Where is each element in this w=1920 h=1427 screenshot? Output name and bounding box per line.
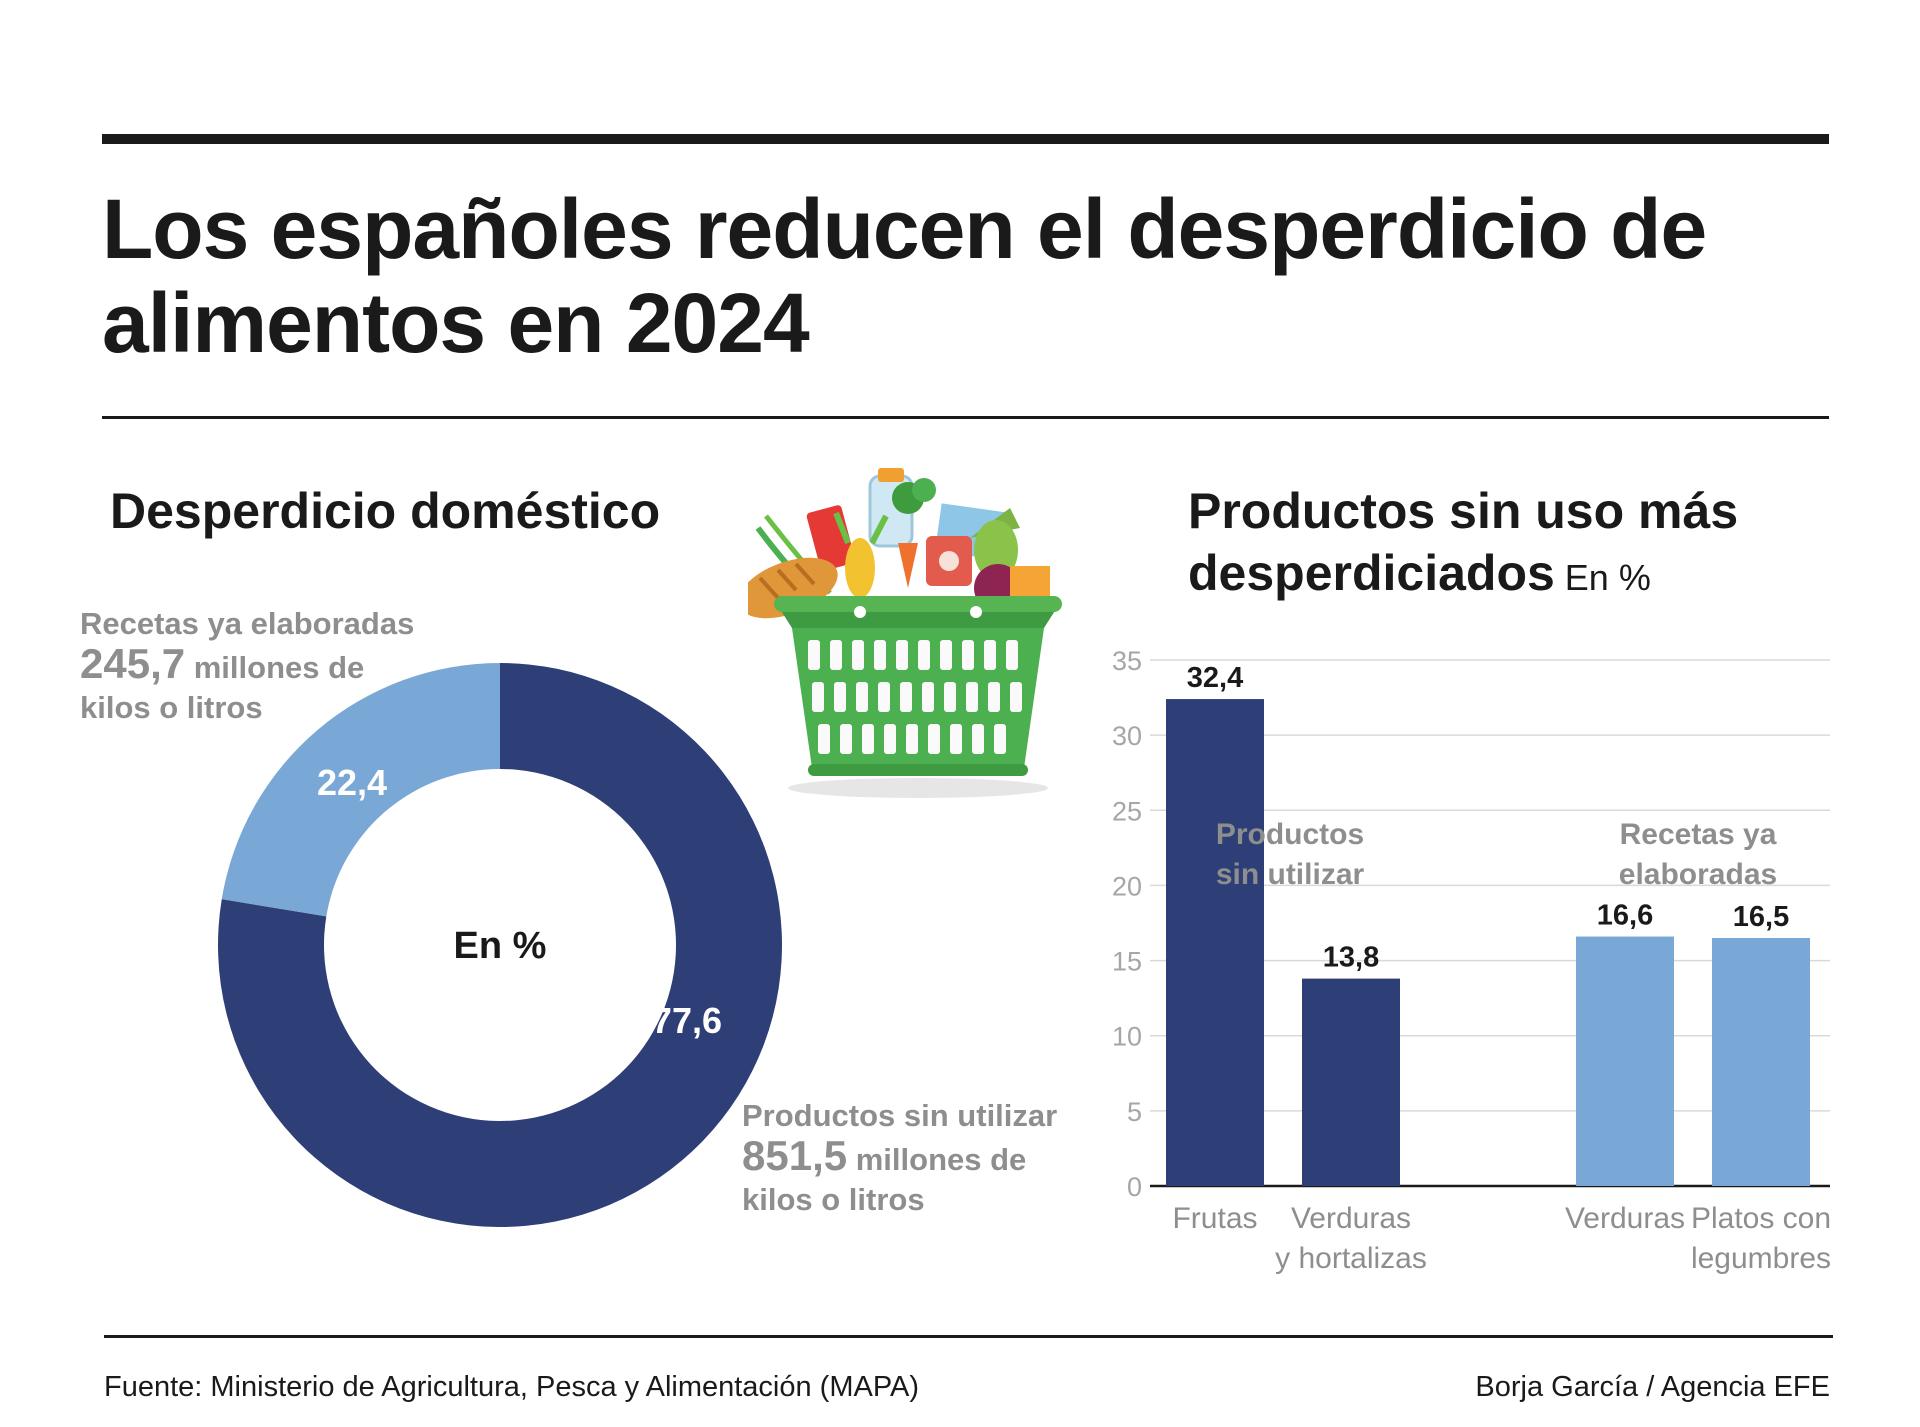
recetas-callout-unit: millones de (193, 650, 365, 685)
donut-value-label-2: 22,4 (317, 762, 387, 803)
y-tick-label-30: 30 (1112, 721, 1142, 751)
source-note: Fuente: Ministerio de Agricultura, Pesca… (104, 1371, 920, 1403)
recetas-callout-unit-line2: kilos o litros (80, 690, 263, 725)
credit-note: Borja García / Agencia EFE (1475, 1371, 1830, 1403)
y-tick-label-35: 35 (1112, 646, 1142, 676)
bar-section-unit: En % (1564, 557, 1651, 598)
donut-center-label: En % (454, 925, 547, 967)
y-tick-label-0: 0 (1127, 1172, 1142, 1202)
bar-value-label-1: 32,4 (1187, 662, 1243, 694)
recetas-callout-name: Recetas ya elaboradas (80, 606, 415, 641)
bar-section-title-main: desperdiciados (1188, 545, 1555, 601)
y-tick-label-5: 5 (1127, 1097, 1142, 1127)
recetas-callout-amount: 245,7 (80, 640, 186, 687)
bar-1 (1166, 699, 1264, 1186)
donut-chart: 77,6 22,4 En % (217, 663, 782, 1227)
group-label-2-line2: elaboradas (1619, 858, 1777, 891)
x-category-label-2: Verduras (1291, 1202, 1411, 1235)
donut-value-label-1: 77,6 (652, 1000, 722, 1041)
x-category-label-4-line2: legumbres (1691, 1242, 1831, 1275)
productos-callout: Productos sin utilizar 851,5 millones de… (742, 1096, 1072, 1220)
group-label-1-line2: sin utilizar (1216, 858, 1365, 891)
recetas-callout-amount-line: 245,7 millones de (80, 643, 460, 688)
title-divider (102, 416, 1829, 419)
x-category-label-4: Platos con (1691, 1202, 1831, 1235)
top-thick-rule (102, 134, 1829, 144)
bar-2 (1302, 978, 1400, 1186)
bar-section-title-line1: Productos sin uso más (1188, 483, 1739, 539)
bar-value-label-4: 16,5 (1733, 901, 1789, 933)
y-tick-label-10: 10 (1112, 1022, 1142, 1052)
productos-callout-amount: 851,5 (742, 1132, 848, 1179)
bar-value-label-2: 13,8 (1323, 942, 1379, 974)
page-title: Los españoles reducen el desperdicio de … (102, 182, 1707, 370)
y-tick-label-25: 25 (1112, 796, 1142, 826)
bar-3 (1576, 936, 1674, 1186)
bar-4 (1712, 938, 1810, 1186)
recetas-callout: Recetas ya elaboradas 245,7 millones de … (80, 604, 460, 728)
x-category-label-3: Verduras (1565, 1202, 1685, 1235)
donut-section-title: Desperdicio doméstico (110, 483, 661, 539)
group-label-1-line1: Productos (1216, 818, 1364, 851)
y-tick-label-20: 20 (1112, 871, 1142, 901)
x-category-label-2-line2: y hortalizas (1275, 1242, 1427, 1275)
bar-section-title: Productos sin uso más desperdiciados En % (1188, 480, 1848, 609)
y-tick-label-15: 15 (1112, 947, 1142, 977)
x-category-label-1: Frutas (1172, 1202, 1257, 1235)
bar-value-label-3: 16,6 (1597, 900, 1653, 932)
bar-section-title-line2: desperdiciados En % (1188, 542, 1848, 609)
productos-callout-amount-line: 851,5 millones de (742, 1135, 1072, 1180)
productos-callout-unit-line2: kilos o litros (742, 1182, 925, 1217)
productos-callout-unit: millones de (855, 1142, 1027, 1177)
grocery-basket-icon (748, 468, 1062, 798)
footer-divider (104, 1335, 1833, 1338)
donut-slice-1 (217, 663, 782, 1227)
productos-callout-name: Productos sin utilizar (742, 1098, 1058, 1133)
donut-slice-2 (221, 663, 500, 917)
bar-chart: 0 5 10 15 20 25 30 35 32,4 Frutas 13,8 Verduras y ho… (1112, 646, 1831, 1275)
group-label-2-line1: Recetas ya (1620, 818, 1777, 851)
